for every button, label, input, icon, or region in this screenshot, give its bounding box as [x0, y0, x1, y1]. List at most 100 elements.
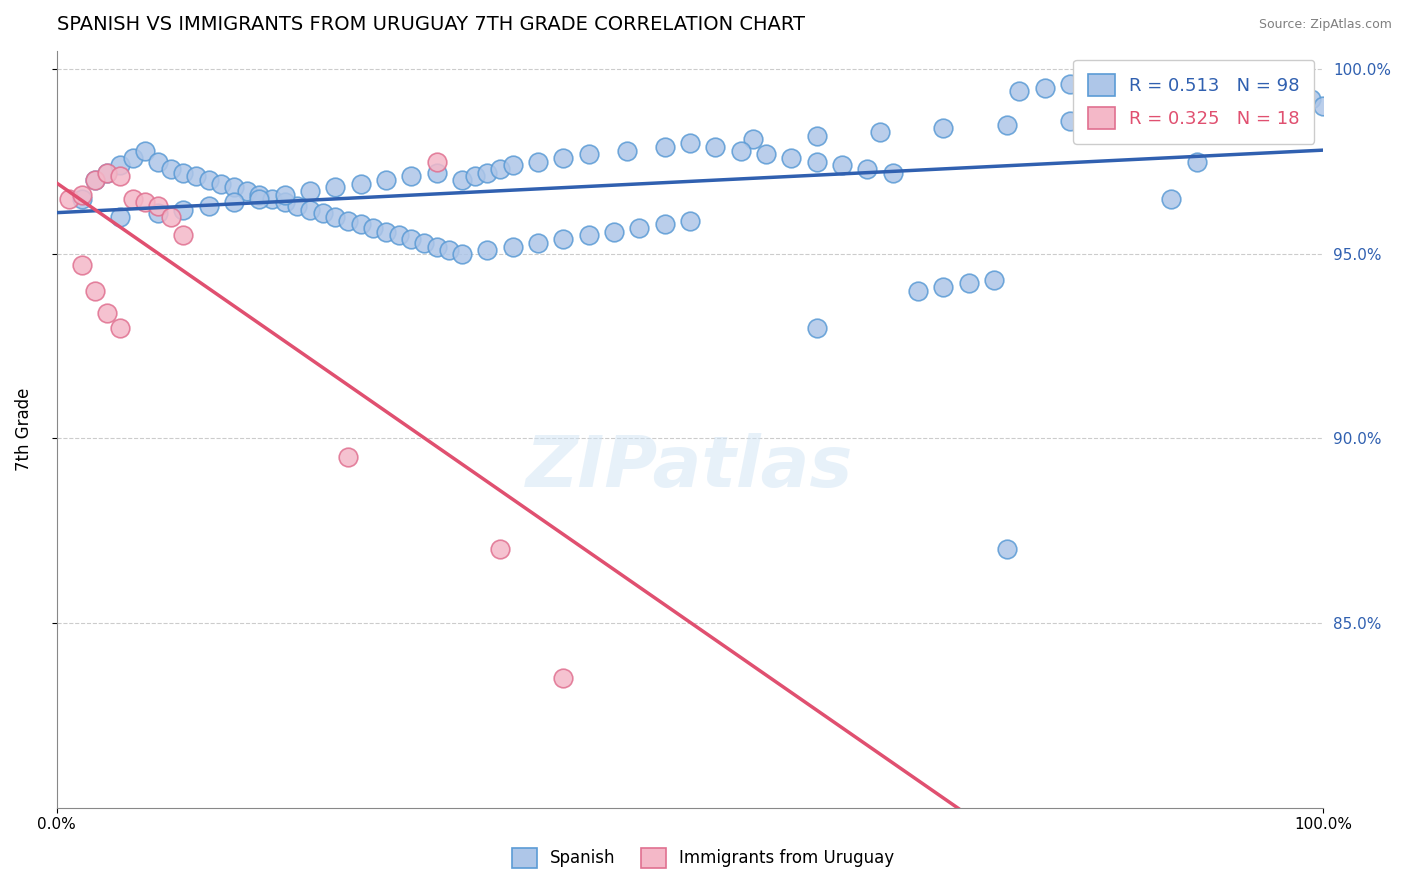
Point	[349, 177, 371, 191]
Point	[932, 280, 955, 294]
Point	[806, 128, 828, 143]
Point	[527, 154, 550, 169]
Point	[553, 672, 575, 686]
Point	[983, 273, 1005, 287]
Point	[349, 218, 371, 232]
Point	[172, 202, 194, 217]
Point	[121, 151, 143, 165]
Point	[146, 206, 169, 220]
Point	[413, 235, 436, 250]
Point	[121, 192, 143, 206]
Point	[260, 192, 283, 206]
Point	[134, 144, 156, 158]
Point	[426, 154, 449, 169]
Y-axis label: 7th Grade: 7th Grade	[15, 387, 32, 471]
Point	[298, 202, 321, 217]
Point	[108, 210, 131, 224]
Point	[489, 161, 512, 176]
Point	[426, 239, 449, 253]
Point	[869, 125, 891, 139]
Point	[70, 192, 93, 206]
Point	[882, 166, 904, 180]
Point	[197, 173, 219, 187]
Point	[336, 213, 359, 227]
Point	[209, 177, 232, 191]
Point	[451, 173, 474, 187]
Point	[159, 210, 181, 224]
Point	[172, 166, 194, 180]
Point	[502, 239, 524, 253]
Point	[70, 187, 93, 202]
Point	[96, 166, 118, 180]
Point	[1160, 192, 1182, 206]
Point	[679, 213, 702, 227]
Point	[1122, 70, 1144, 84]
Point	[451, 247, 474, 261]
Point	[1185, 106, 1208, 120]
Text: ZIPatlas: ZIPatlas	[526, 433, 853, 501]
Point	[108, 320, 131, 334]
Text: SPANISH VS IMMIGRANTS FROM URUGUAY 7TH GRADE CORRELATION CHART: SPANISH VS IMMIGRANTS FROM URUGUAY 7TH G…	[56, 15, 804, 34]
Point	[1084, 73, 1107, 87]
Point	[83, 173, 105, 187]
Point	[361, 221, 384, 235]
Point	[1249, 103, 1271, 117]
Point	[96, 166, 118, 180]
Point	[1223, 118, 1246, 132]
Point	[58, 192, 80, 206]
Point	[806, 320, 828, 334]
Point	[298, 184, 321, 198]
Point	[247, 187, 270, 202]
Point	[222, 195, 245, 210]
Point	[1122, 110, 1144, 124]
Point	[628, 221, 651, 235]
Point	[780, 151, 803, 165]
Point	[1185, 154, 1208, 169]
Text: Source: ZipAtlas.com: Source: ZipAtlas.com	[1258, 18, 1392, 31]
Point	[1008, 85, 1031, 99]
Point	[957, 277, 980, 291]
Point	[932, 121, 955, 136]
Point	[108, 158, 131, 172]
Point	[388, 228, 411, 243]
Point	[489, 542, 512, 557]
Point	[704, 140, 727, 154]
Point	[146, 154, 169, 169]
Point	[222, 180, 245, 194]
Point	[1299, 92, 1322, 106]
Point	[654, 218, 676, 232]
Point	[172, 228, 194, 243]
Point	[995, 542, 1018, 557]
Point	[439, 243, 461, 257]
Point	[527, 235, 550, 250]
Point	[477, 166, 499, 180]
Point	[273, 195, 295, 210]
Point	[235, 184, 257, 198]
Point	[856, 161, 879, 176]
Point	[285, 199, 308, 213]
Point	[96, 306, 118, 320]
Point	[742, 132, 765, 146]
Point	[426, 166, 449, 180]
Point	[247, 192, 270, 206]
Point	[336, 450, 359, 464]
Point	[273, 187, 295, 202]
Legend: Spanish, Immigrants from Uruguay: Spanish, Immigrants from Uruguay	[505, 841, 901, 875]
Point	[83, 284, 105, 298]
Point	[323, 180, 346, 194]
Point	[1033, 80, 1056, 95]
Point	[578, 147, 600, 161]
Point	[578, 228, 600, 243]
Point	[374, 225, 396, 239]
Legend: R = 0.513   N = 98, R = 0.325   N = 18: R = 0.513 N = 98, R = 0.325 N = 18	[1073, 60, 1315, 144]
Point	[159, 161, 181, 176]
Point	[907, 284, 929, 298]
Point	[311, 206, 333, 220]
Point	[806, 154, 828, 169]
Point	[401, 232, 423, 246]
Point	[477, 243, 499, 257]
Point	[83, 173, 105, 187]
Point	[401, 169, 423, 184]
Point	[679, 136, 702, 150]
Point	[134, 195, 156, 210]
